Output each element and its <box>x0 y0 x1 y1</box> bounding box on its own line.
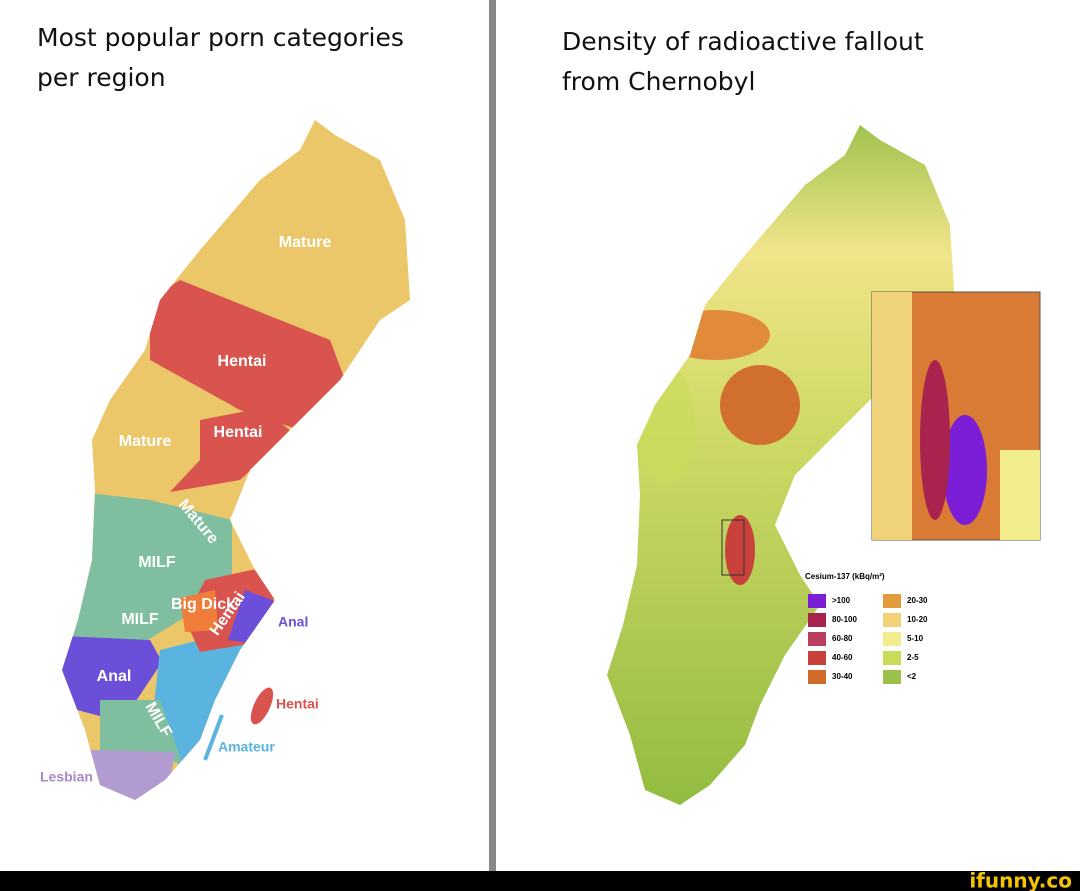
legend-label: 10-20 <box>907 615 928 624</box>
legend-swatch <box>883 613 901 627</box>
island <box>250 687 274 725</box>
legend-swatch <box>808 670 826 684</box>
region-label: Hentai <box>276 696 319 712</box>
legend-label: 30-40 <box>832 672 853 681</box>
region-label: Hentai <box>218 353 267 370</box>
legend-label: 20-30 <box>907 596 928 605</box>
footer <box>0 871 1080 891</box>
inset-box <box>721 519 745 576</box>
legend-swatch <box>808 651 826 665</box>
region-label: Hentai <box>214 424 263 441</box>
watermark: ifunny.co <box>969 869 1072 891</box>
region-label: Amateur <box>218 739 275 755</box>
inset-map <box>920 360 950 520</box>
legend-title: Cesium-137 (kBq/m²) <box>805 572 885 581</box>
inset-map <box>1000 450 1040 540</box>
inset-map <box>872 292 912 540</box>
legend-swatch <box>808 594 826 608</box>
region-label: MILF <box>138 554 176 571</box>
legend-label: <2 <box>907 672 917 681</box>
title-line: Density of radioactive fallout <box>562 27 924 56</box>
inset-map <box>943 415 987 525</box>
legend-swatch <box>883 651 901 665</box>
legend-label: >100 <box>832 596 851 605</box>
title-line: per region <box>37 63 166 92</box>
region-label: MILF <box>121 611 159 628</box>
legend-swatch <box>883 670 901 684</box>
legend-label: 2-5 <box>907 653 919 662</box>
region-label: Lesbian <box>40 769 93 785</box>
region-label: Mature <box>279 234 332 251</box>
legend-swatch <box>808 632 826 646</box>
region-label: Mature <box>119 433 172 450</box>
title-line: from Chernobyl <box>562 67 755 96</box>
title-line: Most popular porn categories <box>37 23 404 52</box>
region-label: Anal <box>278 614 308 630</box>
legend-swatch <box>808 613 826 627</box>
legend-label: 60-80 <box>832 634 853 643</box>
legend-label: 80-100 <box>832 615 857 624</box>
divider <box>489 0 496 871</box>
region-label: Big Dick <box>171 596 235 613</box>
legend-label: 40-60 <box>832 653 853 662</box>
island <box>203 714 224 761</box>
legend-swatch <box>883 594 901 608</box>
legend-label: 5-10 <box>907 634 924 643</box>
region-label: Anal <box>97 668 132 685</box>
legend-swatch <box>883 632 901 646</box>
